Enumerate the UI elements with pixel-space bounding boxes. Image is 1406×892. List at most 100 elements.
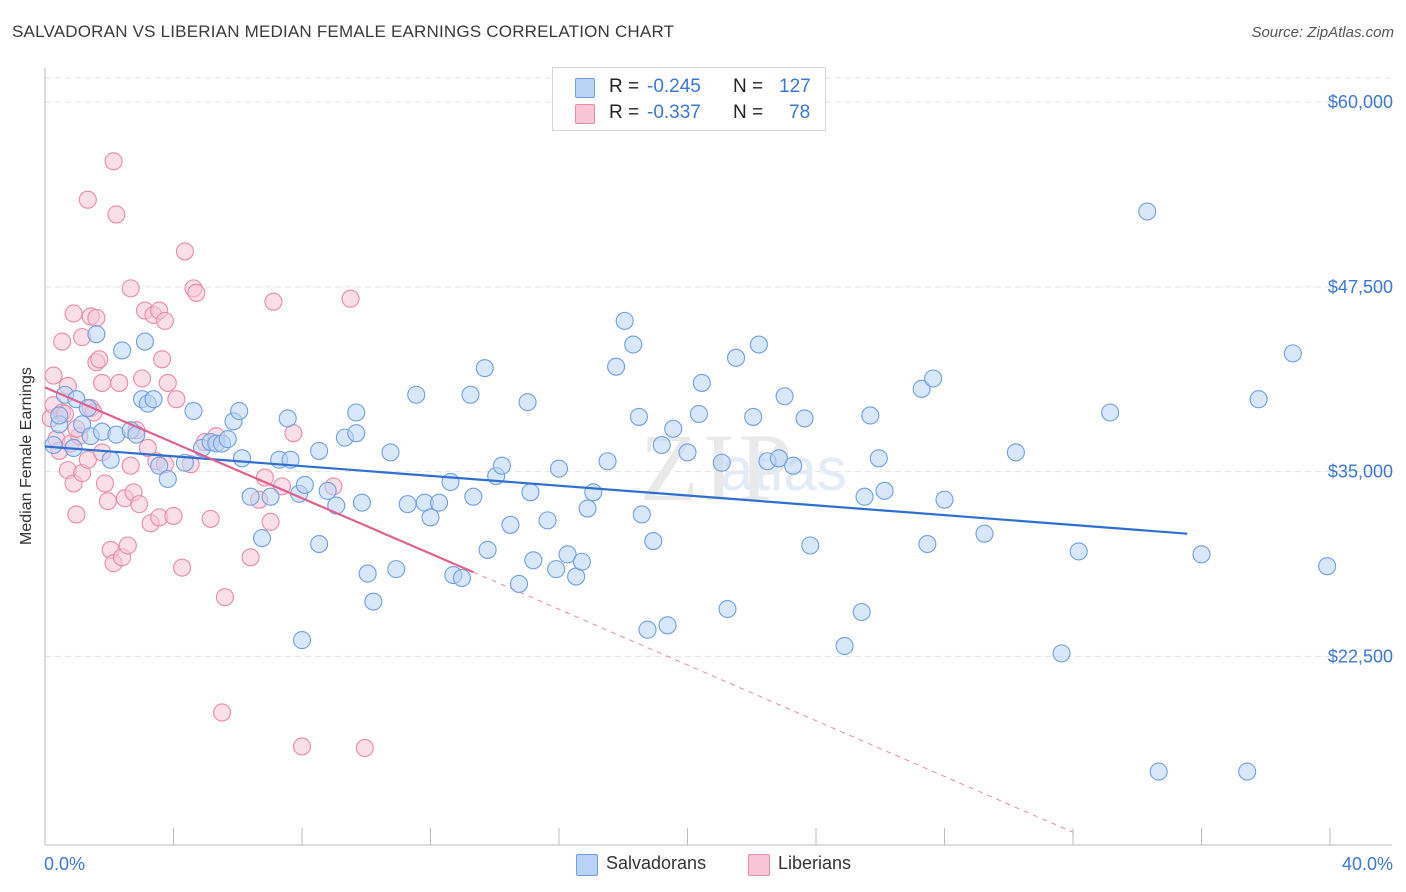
salvadoran-point bbox=[538, 511, 557, 530]
salvadoran-point bbox=[310, 441, 329, 460]
salvadoran-point bbox=[607, 357, 626, 376]
salvadoran-point bbox=[1052, 644, 1071, 663]
salvadoran-point bbox=[347, 403, 366, 422]
liberian-point bbox=[104, 152, 123, 171]
salvadoran-point bbox=[572, 552, 591, 571]
salvadoran-point bbox=[549, 459, 569, 478]
y-tick-label: $22,500 bbox=[1328, 646, 1393, 666]
trend-layer bbox=[44, 386, 1188, 833]
liberian-point bbox=[78, 450, 97, 469]
salvadoran-point bbox=[629, 407, 649, 426]
salvadoran-point bbox=[861, 406, 880, 425]
salvadoran-point bbox=[784, 456, 803, 475]
salvadoran-point bbox=[712, 453, 731, 472]
salvadoran-point bbox=[295, 475, 314, 494]
liberian-point bbox=[90, 350, 109, 369]
salvadoran-point bbox=[241, 487, 260, 506]
salvadoran-point bbox=[475, 359, 494, 378]
salvadoran-point bbox=[598, 452, 617, 471]
liberian-point bbox=[173, 558, 192, 577]
liberian-point bbox=[241, 548, 260, 567]
liberian-point bbox=[95, 474, 115, 493]
salvadoran-point bbox=[1138, 202, 1157, 221]
liberian-point bbox=[110, 373, 129, 392]
salvadoran-point bbox=[310, 534, 329, 554]
salvadoran-point bbox=[638, 620, 657, 639]
legend-n-label: N = bbox=[733, 102, 764, 123]
salvadoran-point bbox=[1238, 762, 1257, 781]
salvadoran-point bbox=[652, 435, 671, 455]
salvadoran-point bbox=[113, 341, 132, 360]
salvadoran-point bbox=[521, 483, 540, 502]
salvadoran-point bbox=[101, 450, 120, 469]
salvadoran-point bbox=[524, 551, 543, 570]
liberians-trend-line bbox=[44, 386, 474, 574]
bottom-legend-swatch-salvadorans bbox=[576, 854, 598, 876]
x-tick-label: 40.0% bbox=[1342, 854, 1393, 874]
salvadoran-point bbox=[144, 390, 163, 409]
liberian-point bbox=[118, 536, 137, 555]
salvadoran-point bbox=[689, 404, 708, 424]
salvadoran-point bbox=[801, 536, 820, 555]
liberian-point bbox=[121, 279, 140, 298]
salvadoran-point bbox=[1283, 344, 1302, 363]
salvadoran-point bbox=[352, 493, 372, 512]
salvadoran-point bbox=[87, 325, 106, 344]
salvadoran-point bbox=[364, 592, 383, 611]
liberian-point bbox=[78, 190, 97, 209]
liberian-point bbox=[212, 703, 232, 722]
salvadoran-point bbox=[912, 379, 931, 398]
legend-r-value: -0.245 bbox=[647, 76, 701, 97]
liberian-point bbox=[153, 350, 172, 369]
salvadoran-point bbox=[855, 487, 874, 506]
salvadoran-point bbox=[1192, 545, 1211, 564]
liberian-point bbox=[67, 505, 86, 524]
salvadoran-point bbox=[1006, 443, 1025, 462]
salvadoran-point bbox=[278, 409, 297, 428]
axis-layer bbox=[44, 68, 1392, 846]
salvadoran-point bbox=[749, 335, 768, 354]
salvadoran-point bbox=[501, 515, 520, 534]
salvadoran-point bbox=[744, 407, 763, 426]
liberian-point bbox=[155, 311, 174, 330]
salvadoran-point bbox=[232, 449, 252, 468]
salvadoran-point bbox=[924, 369, 943, 388]
legend-n-value: 78 bbox=[789, 102, 811, 123]
liberian-point bbox=[87, 308, 106, 327]
salvadoran-point bbox=[230, 401, 249, 421]
liberian-point bbox=[201, 509, 220, 528]
liberian-point bbox=[264, 292, 283, 311]
salvadoran-point bbox=[358, 564, 377, 583]
liberian-point bbox=[187, 283, 206, 302]
salvadorans-trend-line bbox=[44, 445, 1188, 535]
salvadoran-point bbox=[135, 332, 154, 351]
salvadoran-point bbox=[875, 481, 894, 500]
liberian-point bbox=[175, 242, 194, 261]
liberian-point bbox=[107, 205, 126, 224]
salvadoran-point bbox=[430, 493, 449, 512]
y-tick-label: $35,000 bbox=[1328, 462, 1393, 482]
legend-swatch-salvadorans bbox=[575, 78, 595, 98]
x-tick-label: 0.0% bbox=[44, 854, 85, 874]
salvadoran-point bbox=[292, 631, 312, 650]
salvadoran-point bbox=[464, 487, 483, 506]
liberian-point bbox=[355, 738, 374, 757]
salvadoran-point bbox=[347, 424, 366, 443]
salvadoran-point bbox=[644, 532, 663, 551]
salvadoran-point bbox=[664, 419, 683, 438]
salvadoran-point bbox=[398, 495, 417, 514]
salvadoran-point bbox=[632, 505, 651, 524]
salvadoran-point bbox=[261, 487, 280, 506]
salvadoran-point bbox=[769, 449, 788, 468]
salvadoran-point bbox=[1101, 403, 1120, 422]
salvadoran-point bbox=[775, 387, 794, 406]
y-axis-label: Median Female Earnings bbox=[18, 367, 35, 545]
salvadoran-point bbox=[478, 540, 497, 559]
salvadoran-point bbox=[678, 443, 697, 462]
salvadoran-point bbox=[578, 499, 597, 518]
salvadoran-point bbox=[726, 348, 746, 367]
liberian-point bbox=[164, 506, 183, 525]
salvadoran-point bbox=[869, 449, 888, 468]
liberian-point bbox=[53, 332, 72, 351]
